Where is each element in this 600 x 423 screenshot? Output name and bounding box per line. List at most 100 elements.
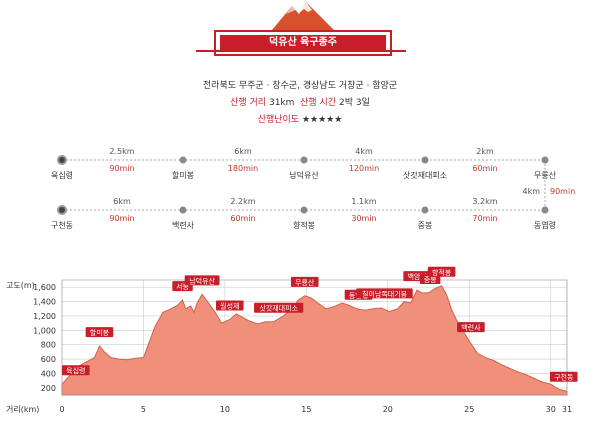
peak-label-text: 구천동 — [554, 373, 574, 382]
segment-time: 60min — [230, 214, 255, 223]
peak-label-bg — [356, 288, 413, 299]
peak-label-text: 백련사 — [461, 323, 481, 332]
title-banner: 덕유산 육구종주 — [214, 30, 392, 56]
peak-label-bg — [215, 300, 244, 311]
y-tick-label: 1,200 — [33, 312, 56, 321]
route-point: 할미봉 — [172, 170, 194, 180]
mountain-logo-icon — [272, 0, 334, 30]
trip-info: 산행 거리 31km 산행 시간 2박 3일 — [0, 95, 600, 108]
y-tick-label: 800 — [41, 341, 56, 350]
peak-label-bg — [427, 266, 456, 277]
peak-label-text: 중봉 — [424, 276, 437, 284]
segment-distance: 2km — [476, 147, 494, 156]
elevation-area — [61, 285, 568, 396]
route-point: 향적봉 — [293, 220, 315, 230]
segment-time: 90min — [109, 214, 134, 223]
node — [421, 156, 429, 164]
peak-label-bg — [184, 275, 220, 286]
route-point: 동엽령 — [534, 220, 556, 230]
peak-label: 육십령 — [62, 365, 90, 376]
route-diagram: 육십령 할미봉 남덕유산 삿갓재대피소 무룡산 2.5km 6km 4km 2k… — [51, 147, 575, 230]
difficulty-label: 산행난이도 — [257, 115, 300, 125]
x-tick-label: 20 — [383, 405, 393, 414]
node — [300, 156, 308, 164]
peak-label-bg — [254, 302, 304, 313]
banner-rule — [196, 50, 406, 52]
segment-time: 180min — [228, 164, 258, 173]
peak-label-bg — [549, 371, 578, 382]
peak-label-bg — [85, 327, 114, 338]
difficulty-row: 산행난이도 ★★★★★ — [0, 112, 600, 125]
connector-distance: 4km — [522, 187, 540, 196]
segment-distance: 6km — [234, 147, 252, 156]
route-point: 구천동 — [51, 220, 73, 230]
x-tick-label: 5 — [141, 405, 146, 414]
segment-distance: 2.5km — [109, 147, 134, 156]
segment-time: 70min — [472, 214, 497, 223]
y-tick-label: 200 — [41, 384, 56, 393]
route-point: 남덕유산 — [289, 170, 319, 180]
route-point: 중봉 — [418, 221, 433, 230]
node — [541, 206, 549, 214]
segment-time: 30min — [351, 214, 376, 223]
y-tick-label: 600 — [41, 355, 56, 364]
node — [179, 206, 187, 214]
peak-label: 칠이남쪽대기봉 — [356, 288, 413, 299]
peak-label-text: 서봉 — [176, 282, 189, 291]
peak-label: 삿갓재대피소 — [254, 302, 304, 313]
connector-time: 90min — [550, 187, 575, 196]
segment-distance: 6km — [113, 197, 131, 206]
route-point: 삿갓재대피소 — [403, 170, 447, 180]
x-tick-label: 25 — [464, 405, 474, 414]
peak-label: 남덕유산 — [184, 275, 220, 286]
peak-label-text: 육십령 — [66, 366, 85, 375]
distance-label: 산행 거리 — [230, 98, 267, 108]
peak-label-text: 월성재 — [220, 302, 239, 311]
x-tick-label: 10 — [220, 405, 230, 414]
peak-label-text: 향적봉 — [432, 268, 452, 277]
region-text: 전라북도 무주군 · 장수군, 경상남도 거창군 · 함양군 — [202, 81, 398, 91]
x-tick-label: 0 — [59, 405, 64, 414]
y-tick-label: 1,000 — [33, 326, 56, 335]
peak-label-text: 할미봉 — [90, 328, 110, 337]
peak-label: 월성재 — [215, 300, 244, 311]
node-start — [57, 205, 67, 215]
peak-label-bg — [457, 322, 485, 333]
segment-distance: 1.1km — [351, 197, 376, 206]
node — [179, 156, 187, 164]
peak-label: 향적봉 — [427, 266, 456, 277]
page-title: 덕유산 육구종주 — [220, 35, 386, 51]
peak-label-text: 무룡산 — [295, 278, 315, 287]
time-value: 2박 3일 — [339, 98, 370, 108]
node — [541, 156, 549, 164]
peak-label-text: 칠이남쪽대기봉 — [362, 289, 408, 298]
x-axis-label: 거리(km) — [6, 405, 39, 414]
elevation-chart: 고도(m) 거리(km) 2004006008001,0001,2001,400… — [6, 266, 578, 414]
route-point: 무룡산 — [534, 170, 557, 180]
peak-label: 무룡산 — [290, 276, 319, 287]
peak-label-bg — [290, 276, 319, 287]
peak-label: 백련사 — [457, 322, 485, 333]
segment-time: 90min — [109, 164, 134, 173]
x-tick-label: 31 — [562, 405, 572, 414]
node — [300, 206, 308, 214]
y-tick-label: 1,400 — [33, 298, 56, 307]
y-tick-label: 1,600 — [33, 283, 56, 292]
x-tick-label: 30 — [546, 405, 556, 414]
difficulty-stars: ★★★★★ — [301, 115, 343, 125]
distance-value: 31km — [268, 98, 295, 108]
node-start — [57, 155, 67, 165]
peak-label-text: 삿갓재대피소 — [259, 304, 298, 313]
y-tick-label: 400 — [41, 369, 56, 378]
segment-time: 60min — [472, 164, 497, 173]
node — [421, 206, 429, 214]
route-point: 육십령 — [51, 171, 73, 180]
peak-label: 구천동 — [549, 371, 578, 382]
peak-label-bg — [62, 365, 90, 376]
segment-time: 120min — [349, 164, 379, 173]
peak-label-text: 백암봉 — [407, 272, 427, 281]
segment-distance: 4km — [355, 147, 373, 156]
y-axis-label: 고도(m) — [6, 281, 35, 290]
segment-distance: 2.2km — [230, 197, 255, 206]
peak-label-text: 남덕유산 — [189, 276, 215, 285]
